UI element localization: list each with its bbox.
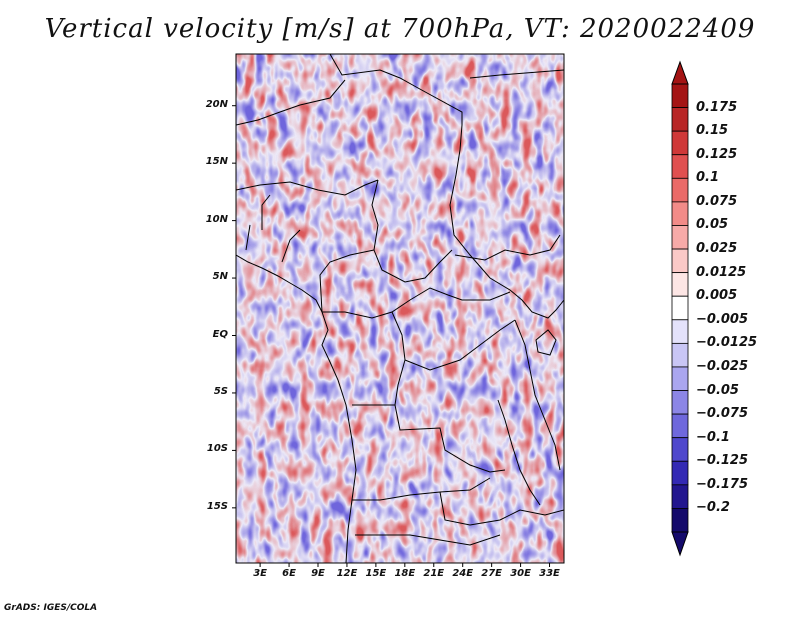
colorbar-label: 0.0125 xyxy=(696,264,747,280)
longitude-ticks xyxy=(259,563,551,567)
lat-label: 10S xyxy=(206,443,228,455)
lon-label: 6E xyxy=(282,568,296,579)
colorbar-label: 0.1 xyxy=(696,170,720,186)
lat-label: 15N xyxy=(205,156,228,168)
colorbar-swatch xyxy=(671,390,689,415)
colorbar xyxy=(671,83,689,533)
lat-label: 15S xyxy=(206,500,228,512)
colorbar-swatch xyxy=(671,437,689,462)
colorbar-label: −0.1 xyxy=(696,429,730,445)
lon-label: 9E xyxy=(311,568,325,579)
colorbar-swatch xyxy=(671,319,689,344)
velocity-field xyxy=(236,54,564,563)
colorbar-label: −0.0125 xyxy=(696,335,758,351)
colorbar-swatch xyxy=(671,295,689,321)
lon-label: 12E xyxy=(336,568,358,579)
colorbar-swatch xyxy=(671,342,689,368)
colorbar-swatch xyxy=(671,248,689,274)
colorbar-swatch xyxy=(671,413,689,439)
lon-label: 24E xyxy=(452,568,474,579)
colorbar-swatch xyxy=(671,366,689,391)
map-title: Vertical velocity [m/s] at 700hPa, VT: 2… xyxy=(44,14,756,44)
colorbar-swatch xyxy=(671,201,689,226)
colorbar-label: 0.05 xyxy=(696,217,729,233)
lon-label: 15E xyxy=(365,568,387,579)
colorbar-swatch xyxy=(671,272,689,297)
colorbar-label: 0.025 xyxy=(696,241,738,257)
lon-label: 30E xyxy=(510,568,531,579)
colorbar-label: 0.075 xyxy=(696,193,738,209)
colorbar-label: 0.15 xyxy=(696,123,729,139)
colorbar-label: −0.05 xyxy=(696,382,739,398)
colorbar-swatch xyxy=(671,225,689,250)
lat-label: 5S xyxy=(213,385,228,397)
colorbar-label: 0.125 xyxy=(696,146,738,162)
colorbar-swatch xyxy=(671,130,689,156)
triangle-up-icon xyxy=(671,60,689,85)
colorbar-label: −0.005 xyxy=(696,311,749,327)
colorbar-swatch xyxy=(671,107,689,132)
latitude-ticks xyxy=(232,105,236,509)
colorbar-label: −0.175 xyxy=(696,476,749,492)
colorbar-swatch xyxy=(671,83,689,108)
colorbar-label: −0.025 xyxy=(696,358,749,374)
lon-label: 33E xyxy=(539,568,560,579)
lon-label: 21E xyxy=(423,568,445,579)
colorbar-label: 0.175 xyxy=(696,99,738,115)
triangle-down-icon xyxy=(671,531,689,557)
lat-label: 20N xyxy=(205,98,228,110)
colorbar-swatch xyxy=(671,508,689,533)
lon-label: 3E xyxy=(253,568,267,579)
lat-label: EQ xyxy=(212,328,228,340)
grads-credit: GrADS: IGES/COLA xyxy=(4,603,98,613)
lon-label: 18E xyxy=(394,568,416,579)
colorbar-label: −0.075 xyxy=(696,406,749,422)
colorbar-label: −0.2 xyxy=(696,500,730,516)
colorbar-label: 0.005 xyxy=(696,288,738,304)
colorbar-swatch xyxy=(671,154,689,179)
colorbar-label: −0.125 xyxy=(696,453,749,469)
colorbar-swatch xyxy=(671,460,689,486)
colorbar-swatch xyxy=(671,484,689,509)
lon-label: 27E xyxy=(481,568,503,579)
lat-label: 10N xyxy=(205,213,228,225)
lat-label: 5N xyxy=(212,271,228,283)
colorbar-swatch xyxy=(671,177,689,203)
country-borders xyxy=(236,54,564,563)
